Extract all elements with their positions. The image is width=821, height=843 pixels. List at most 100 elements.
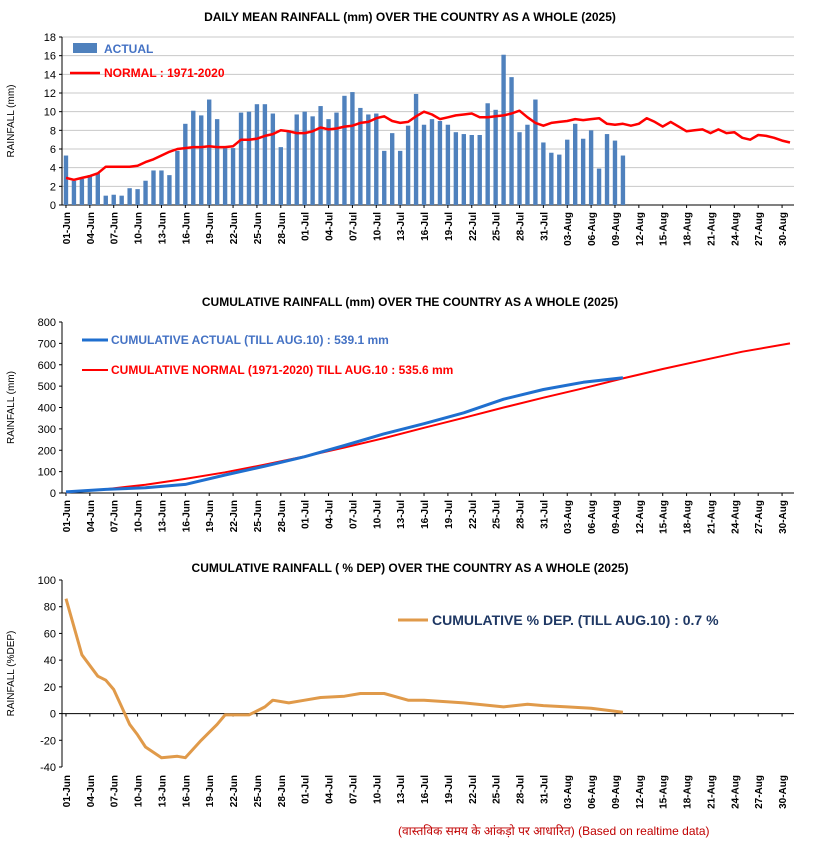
x-tick-label: 16-Jul [420,212,431,241]
actual-bar [533,99,538,205]
actual-bar [429,119,435,205]
x-tick-label: 13-Jun [157,212,168,244]
legend-normal-label: NORMAL : 1971-2020 [104,66,225,80]
x-tick-label: 24-Aug [730,212,741,246]
x-tick-label: 22-Jul [468,775,479,804]
x-tick-label: 21-Aug [706,500,717,534]
x-tick-label: 21-Aug [706,212,717,246]
x-tick-label: 04-Jul [325,500,336,529]
actual-bar [525,124,530,205]
cumulative-departure-chart: CUMULATIVE RAINFALL ( % DEP) OVER THE CO… [6,561,794,809]
actual-bar [111,194,116,205]
x-tick-label: 24-Aug [730,500,741,534]
x-tick-label: 13-Jun [157,500,168,532]
x-tick-label: 07-Jun [110,212,121,244]
y-tick-label: 0 [50,200,56,212]
actual-bar [405,125,411,205]
y-tick-label: 14 [44,69,56,81]
actual-bar [541,142,546,205]
x-tick-label: 10-Jun [134,775,145,807]
x-tick-label: 03-Aug [563,212,574,246]
actual-bar [565,139,570,205]
x-tick-label: 07-Jul [348,500,359,529]
x-tick-label: 27-Aug [754,212,765,246]
cumulative-rainfall-chart: CUMULATIVE RAINFALL (mm) OVER THE COUNTR… [6,295,794,534]
y-tick-label: 0 [50,488,56,500]
x-tick-label: 13-Jun [157,775,168,807]
x-tick-label: 13-Jul [396,775,407,804]
x-tick-label: 28-Jul [516,500,527,529]
y-tick-label: 12 [44,88,56,100]
x-tick-label: 28-Jun [277,500,288,532]
actual-bar [334,112,339,205]
chart-title: CUMULATIVE RAINFALL ( % DEP) OVER THE CO… [192,561,629,575]
actual-bar [71,180,77,205]
x-tick-label: 21-Aug [706,775,717,809]
x-tick-label: 07-Jul [348,212,359,241]
actual-bar [477,135,482,205]
x-tick-label: 06-Aug [587,212,598,246]
actual-bar [318,106,323,205]
actual-bar [413,93,419,205]
y-tick-label: 20 [44,682,56,694]
actual-bar [238,112,244,205]
y-tick-label: 60 [44,628,56,640]
actual-bar [350,92,355,205]
actual-bar [469,135,474,205]
actual-bar [214,119,220,205]
actual-bar [87,175,93,205]
y-tick-label: 0 [50,709,56,721]
x-tick-label: 04-Jul [325,212,336,241]
x-tick-label: 04-Jun [86,500,97,532]
x-tick-label: 25-Jul [492,775,503,804]
actual-bar [310,116,315,205]
y-tick-label: 800 [38,317,56,329]
x-tick-label: 19-Jun [205,500,216,532]
actual-bar [509,77,514,205]
x-tick-label: 31-Jul [539,212,550,241]
actual-bar [612,140,618,205]
x-tick-label: 22-Jul [468,212,479,241]
footer-english: (Based on realtime data) [578,824,710,838]
x-tick-label: 19-Jul [444,775,455,804]
footer-hindi: (वास्तविक समय के आंकड़ो पर आधारित) [398,824,575,838]
actual-bar [461,134,466,205]
actual-bar [390,133,395,205]
actual-bar [485,103,490,205]
x-tick-label: 07-Jun [110,500,121,532]
x-tick-label: 13-Jul [396,500,407,529]
actual-bar [557,154,562,205]
x-tick-label: 15-Aug [659,775,670,809]
x-tick-label: 22-Jun [229,775,240,807]
y-tick-label: 40 [44,655,56,667]
actual-bar [445,124,451,205]
actual-bar [374,113,379,205]
x-tick-label: 18-Aug [683,500,694,534]
y-axis-label: RAINFALL (%DEP) [6,631,17,717]
x-tick-label: 24-Aug [730,775,741,809]
actual-bar [580,138,586,205]
y-tick-label: 100 [38,467,56,479]
x-tick-label: 13-Jul [396,212,407,241]
actual-bar [366,114,371,205]
x-tick-label: 25-Jul [492,212,503,241]
x-tick-label: 18-Aug [683,212,694,246]
x-tick-label: 27-Aug [754,500,765,534]
actual-bar [191,110,196,205]
actual-bar [453,132,459,205]
actual-bar [286,130,291,205]
x-tick-label: 25-Jun [253,500,264,532]
cumulative-actual-line [65,376,624,494]
actual-bar [588,130,594,205]
x-tick-label: 10-Jul [372,500,383,529]
x-tick-label: 12-Aug [635,212,646,246]
departure-line [64,598,624,760]
actual-bar [63,155,69,205]
x-tick-label: 04-Jun [86,775,97,807]
daily-rainfall-chart: DAILY MEAN RAINFALL (mm) OVER THE COUNTR… [6,10,794,246]
x-tick-label: 06-Aug [587,500,598,534]
y-tick-label: 80 [44,602,56,614]
x-tick-label: 22-Jun [229,500,240,532]
normal-line [65,109,791,182]
x-tick-label: 16-Jun [181,212,192,244]
